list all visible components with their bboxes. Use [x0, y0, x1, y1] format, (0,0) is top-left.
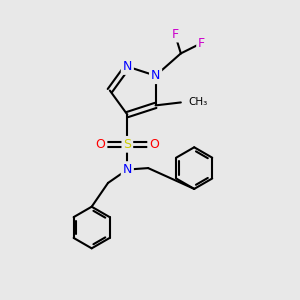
Text: F: F	[171, 28, 178, 40]
Text: CH₃: CH₃	[188, 98, 208, 107]
Text: N: N	[151, 69, 160, 82]
Text: O: O	[96, 138, 106, 151]
Text: O: O	[149, 138, 159, 151]
Text: S: S	[123, 138, 131, 151]
Text: N: N	[123, 163, 132, 176]
Text: F: F	[198, 37, 205, 50]
Text: N: N	[123, 60, 132, 73]
